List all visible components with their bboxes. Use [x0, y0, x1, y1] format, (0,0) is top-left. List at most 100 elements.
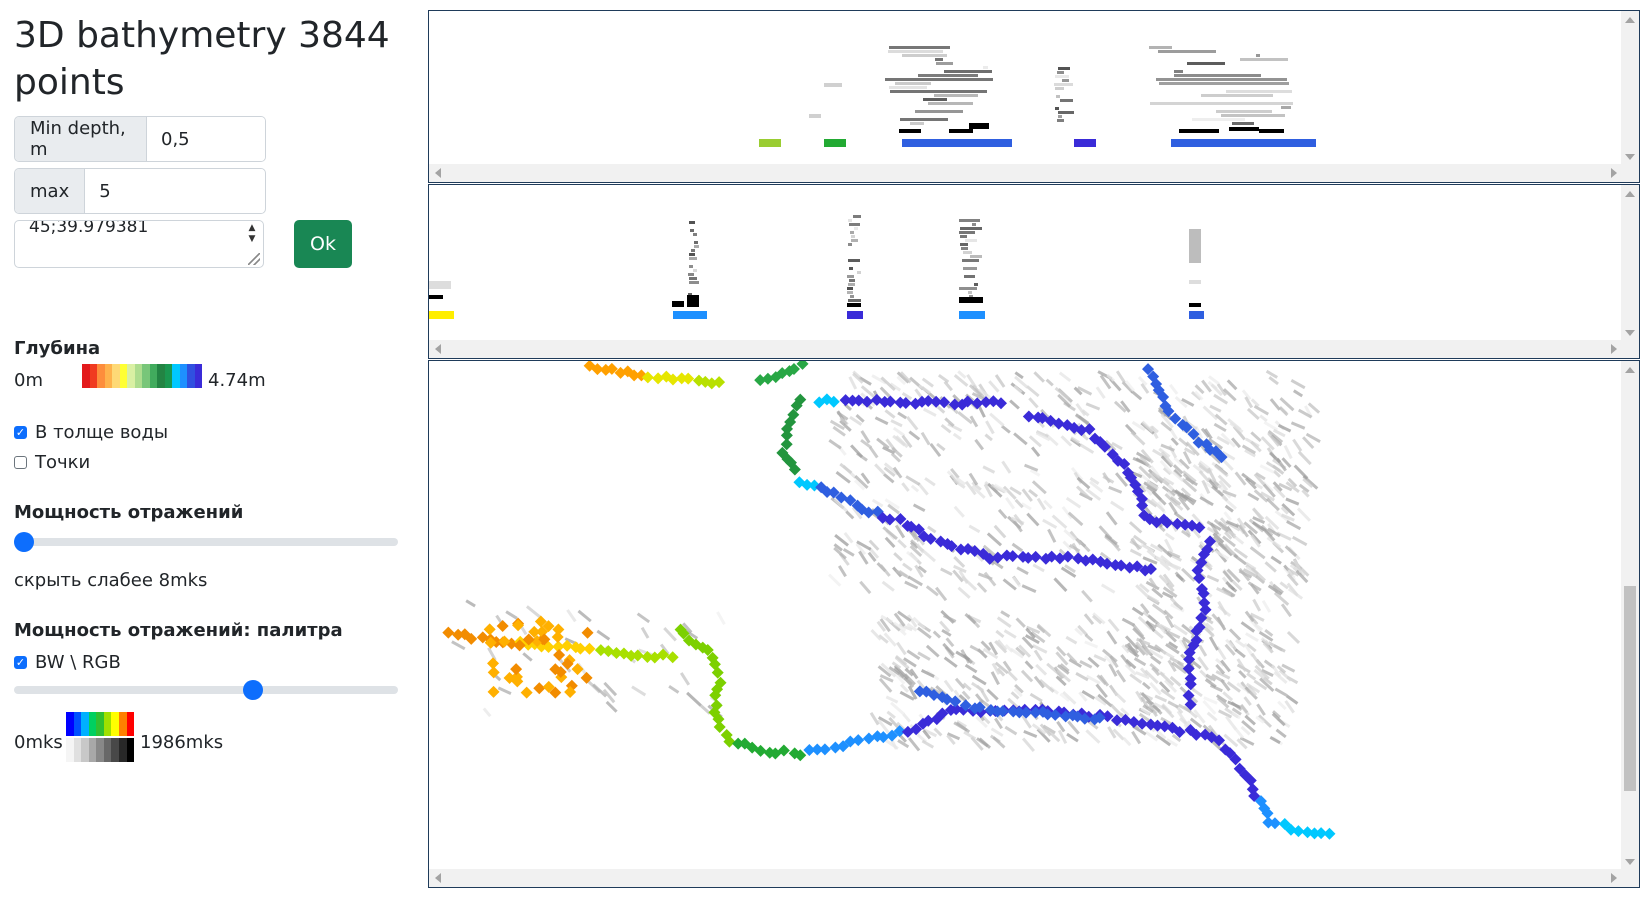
depth-point [973, 701, 986, 714]
echo-haze-mark [1056, 645, 1067, 657]
scroll-left-icon[interactable] [435, 168, 441, 178]
echo-haze-mark [950, 467, 960, 479]
vertical-scrollbar-map[interactable] [1621, 361, 1639, 871]
bw-rgb-checkbox[interactable]: ✓ BW \ RGB [14, 652, 121, 673]
echo-haze-mark [1033, 649, 1043, 662]
coords-textarea[interactable] [15, 221, 243, 267]
echogram-panel-1[interactable] [428, 10, 1640, 183]
scrollbar-thumb[interactable] [1624, 586, 1636, 791]
vertical-scrollbar-2[interactable] [1621, 185, 1639, 342]
echo-haze-mark [1216, 587, 1232, 597]
echo-haze-mark [1177, 703, 1192, 714]
echo-haze-mark [870, 629, 882, 641]
scroll-up-icon[interactable] [1625, 367, 1635, 373]
depth-point [513, 639, 526, 652]
p1-echo-mark [1281, 106, 1291, 109]
depth-point [683, 634, 696, 647]
ok-button[interactable]: Ok [294, 220, 352, 268]
depth-point [1098, 440, 1111, 453]
min-depth-input[interactable] [147, 117, 265, 161]
echo-haze-mark [1253, 668, 1266, 680]
p1-echo-mark [1057, 71, 1064, 74]
textarea-scroll-arrows[interactable]: ▲ ▼ [248, 223, 256, 244]
echo-haze-mark [1002, 660, 1012, 672]
echo-haze-mark [1013, 687, 1023, 698]
depth-point [1079, 554, 1092, 567]
scroll-right-icon[interactable] [1611, 873, 1617, 883]
echo-haze-mark [1150, 655, 1162, 665]
scroll-right-icon[interactable] [1611, 168, 1617, 178]
echo-haze-mark [910, 528, 921, 543]
echo-haze-mark [896, 371, 910, 384]
echogram-panel-2[interactable] [428, 184, 1640, 359]
echo-haze-mark [940, 424, 952, 434]
horizontal-scrollbar-1[interactable] [429, 164, 1639, 182]
water-column-checkbox[interactable]: ✓ В толще воды [14, 422, 168, 443]
echo-haze-mark [1206, 520, 1222, 531]
scroll-down-icon[interactable] [1625, 330, 1635, 336]
echo-haze-mark [883, 466, 896, 477]
max-depth-input[interactable] [85, 169, 264, 213]
depth-palette-swatch [119, 364, 127, 388]
depth-point [538, 633, 551, 646]
water-column-check-icon[interactable]: ✓ [14, 426, 27, 439]
points-checkbox[interactable]: Точки [14, 452, 90, 473]
bw-rgb-check-icon[interactable]: ✓ [14, 656, 27, 669]
scroll-left-icon[interactable] [435, 344, 441, 354]
echo-haze-mark [878, 634, 889, 644]
points-check-icon[interactable] [14, 456, 27, 469]
echo-haze-mark [964, 663, 978, 674]
echo-haze-mark [867, 551, 877, 562]
power-slider-track[interactable] [14, 538, 398, 546]
echo-haze-mark [1231, 579, 1243, 591]
power-slider-thumb[interactable] [14, 532, 34, 552]
p2-echo-mark [964, 275, 975, 278]
depth-point [628, 369, 641, 382]
bathymetry-map[interactable] [429, 361, 1623, 871]
scroll-up-icon[interactable] [1625, 17, 1635, 23]
echo-haze-mark [1205, 673, 1217, 682]
scroll-left-icon[interactable] [435, 873, 441, 883]
echo-haze-mark [1220, 432, 1236, 448]
echo-haze-mark [1031, 480, 1047, 495]
echo-haze-mark [1065, 635, 1078, 645]
echo-haze-mark [1021, 502, 1032, 511]
echo-haze-mark [1081, 690, 1096, 700]
depth-palette-swatch [127, 364, 135, 388]
echo-haze-mark [884, 409, 896, 419]
scroll-right-icon[interactable] [1611, 344, 1617, 354]
depth-point [1239, 769, 1252, 782]
echo-haze-mark [860, 385, 876, 399]
bw-palette [66, 738, 135, 762]
palette-slider-thumb[interactable] [243, 680, 264, 700]
depth-point [794, 749, 807, 762]
resize-grip-icon[interactable] [248, 253, 260, 265]
echo-haze-mark [1177, 496, 1191, 511]
echo-haze-mark [976, 737, 989, 748]
scroll-down-icon[interactable] [1625, 154, 1635, 160]
scroll-up-icon[interactable] [1625, 191, 1635, 197]
echo-haze-mark [1089, 477, 1100, 485]
echo-haze-mark [1244, 686, 1258, 700]
scroll-down-icon[interactable] [1625, 859, 1635, 865]
echo-haze-mark [659, 643, 670, 655]
echo-haze-mark [1278, 406, 1289, 417]
echo-haze-mark [636, 612, 651, 624]
echo-haze-mark [1242, 568, 1258, 579]
echo-haze-mark [1130, 431, 1146, 446]
echo-haze-mark [1150, 498, 1166, 513]
echo-haze-mark [1203, 428, 1213, 440]
echo-haze-mark [968, 384, 983, 397]
palette-slider-track[interactable] [14, 686, 398, 694]
bathymetry-map-panel[interactable] [428, 360, 1640, 888]
p1-echo-mark [888, 50, 943, 53]
power-slider[interactable] [14, 532, 398, 552]
palette-slider[interactable] [14, 680, 398, 700]
control-panel: 3D bathymetry 3844 points Min depth, m m… [0, 0, 420, 903]
horizontal-scrollbar-2[interactable] [429, 340, 1639, 358]
echo-haze-mark [1181, 567, 1196, 582]
vertical-scrollbar-1[interactable] [1621, 11, 1639, 166]
echo-haze-mark [982, 647, 999, 660]
depth-point [1006, 550, 1019, 563]
horizontal-scrollbar-map[interactable] [429, 869, 1639, 887]
